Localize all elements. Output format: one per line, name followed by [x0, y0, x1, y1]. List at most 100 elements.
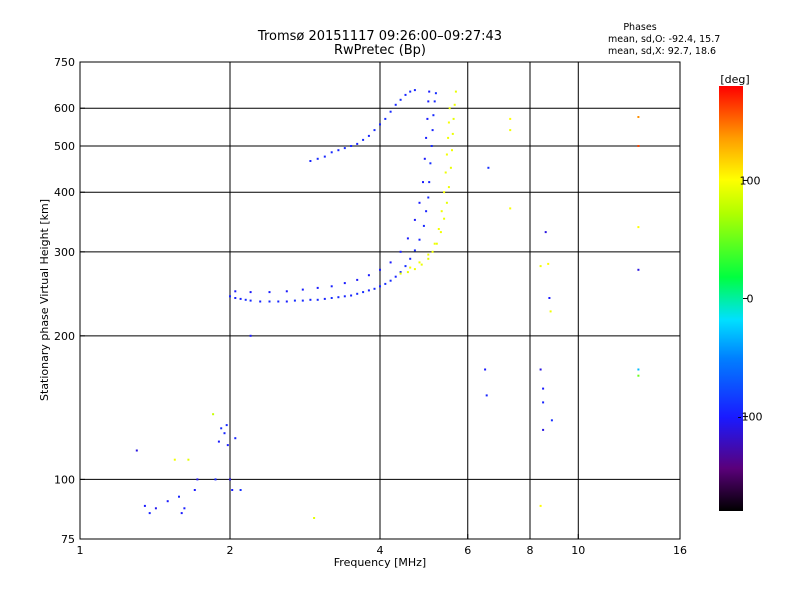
y-tick-label: 750: [54, 56, 75, 69]
data-point: [406, 271, 409, 274]
data-point: [379, 123, 381, 126]
data-point: [193, 489, 196, 491]
data-point: [427, 253, 430, 256]
data-point: [426, 117, 429, 120]
data-point: [244, 298, 247, 301]
data-point: [234, 297, 237, 299]
data-points: [135, 89, 640, 519]
data-point: [277, 300, 280, 303]
data-point: [268, 300, 271, 303]
data-point: [451, 132, 454, 135]
data-point: [418, 261, 421, 264]
data-point: [350, 145, 353, 147]
data-point: [389, 261, 392, 264]
data-point: [394, 275, 397, 278]
data-point: [509, 207, 512, 210]
data-point: [539, 504, 542, 507]
data-point: [428, 181, 431, 184]
y-tick-label: 100: [54, 473, 75, 486]
data-point: [509, 129, 512, 132]
data-point: [418, 238, 421, 241]
data-point: [384, 282, 387, 285]
colorbar-tick-label: 100: [740, 174, 761, 187]
data-point: [337, 296, 340, 299]
data-point: [425, 210, 428, 213]
data-point: [178, 495, 180, 498]
data-point: [196, 478, 199, 481]
data-point: [249, 299, 252, 302]
data-point: [343, 295, 346, 298]
data-point: [223, 432, 226, 435]
data-point: [143, 504, 146, 507]
data-point: [234, 290, 237, 293]
data-point: [249, 334, 252, 337]
data-point: [637, 116, 640, 118]
data-point: [343, 282, 346, 285]
data-point: [427, 100, 430, 103]
data-point: [637, 268, 640, 271]
data-point: [637, 374, 640, 377]
data-point: [435, 242, 438, 245]
data-point: [444, 171, 447, 174]
data-point: [234, 437, 237, 440]
data-point: [429, 162, 432, 165]
data-point: [447, 186, 450, 189]
y-tick-label: 75: [61, 533, 75, 546]
data-point: [362, 138, 365, 141]
data-point: [217, 440, 220, 443]
y-axis-label: Stationary phase Virtual Height [km]: [38, 199, 51, 401]
data-point: [330, 297, 333, 299]
data-point: [316, 298, 319, 301]
data-point: [301, 299, 304, 302]
data-point: [440, 210, 443, 213]
grid-lines: [80, 62, 680, 539]
chart-subtitle: RwPretec (Bp): [334, 43, 426, 58]
x-tick-label: 6: [464, 544, 471, 557]
data-point: [285, 300, 288, 303]
data-point: [445, 201, 448, 204]
data-point: [445, 153, 448, 156]
x-tick-label: 1: [77, 544, 84, 557]
data-point: [413, 268, 416, 271]
data-point: [220, 427, 223, 430]
data-point: [418, 201, 421, 204]
data-point: [447, 136, 450, 139]
data-point: [454, 90, 457, 93]
y-tick-label: 400: [54, 186, 75, 199]
colorbar-label: [deg]: [720, 73, 749, 86]
data-point: [367, 134, 370, 137]
colorbar-tick-label: -100: [738, 411, 763, 424]
data-point: [229, 295, 231, 298]
data-point: [547, 262, 550, 265]
data-point: [427, 196, 430, 199]
data-point: [350, 294, 353, 297]
data-point: [399, 271, 402, 274]
data-point: [544, 231, 547, 234]
data-point: [451, 149, 453, 152]
data-point: [356, 292, 359, 295]
x-tick-label: 10: [571, 544, 585, 557]
data-point: [452, 117, 455, 120]
data-point: [214, 478, 217, 481]
colorbar: [719, 86, 743, 511]
data-point: [379, 268, 381, 271]
x-tick-label: 2: [227, 544, 234, 557]
data-point: [259, 300, 262, 303]
data-point: [249, 291, 252, 294]
data-point: [413, 89, 416, 92]
data-point: [409, 257, 412, 260]
data-point: [316, 157, 319, 160]
data-point: [431, 250, 434, 253]
data-point: [173, 458, 176, 461]
data-point: [484, 368, 487, 371]
data-point: [389, 279, 392, 282]
data-point: [154, 507, 157, 510]
data-point: [394, 103, 397, 106]
data-point: [367, 274, 370, 277]
data-point: [542, 387, 545, 390]
data-point: [343, 147, 346, 150]
data-point: [229, 478, 231, 481]
data-point: [637, 226, 640, 229]
data-point: [166, 500, 169, 503]
